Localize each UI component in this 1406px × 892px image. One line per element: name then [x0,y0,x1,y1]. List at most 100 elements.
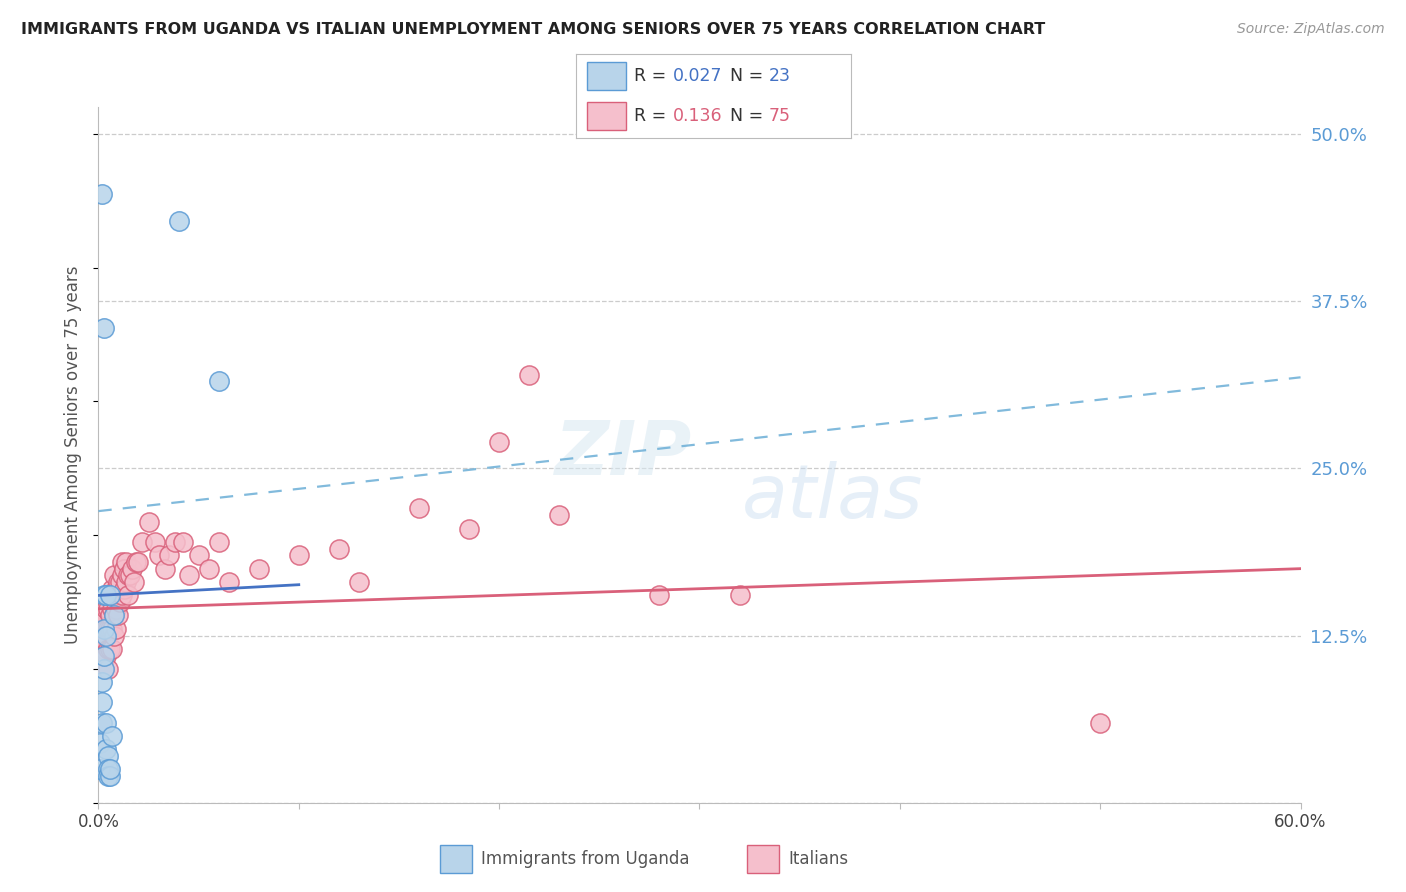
Point [96,628,118,642]
Point [347,575,370,590]
Point [103,589,125,603]
Point [93,589,115,603]
Point [96,622,118,636]
Point [100,622,122,636]
Point [107,608,129,623]
Point [101,622,124,636]
Point [328,541,350,556]
Point [163,535,186,549]
Text: 0.027: 0.027 [672,67,721,85]
Point [97,622,120,636]
Point [208,375,231,389]
Point [96,589,118,603]
Point [100,589,122,603]
Point [97,662,120,676]
Point [103,628,125,642]
Point [89,622,111,636]
Point [93,608,115,623]
Point [97,642,120,657]
Point [97,762,120,776]
Point [93,628,115,642]
Text: 75: 75 [768,107,790,125]
Point [115,575,138,590]
Point [167,214,190,228]
Text: 0.136: 0.136 [672,107,723,125]
Text: N =: N = [730,67,769,85]
Point [93,662,115,676]
Point [125,555,148,569]
Point [93,662,115,676]
Point [218,575,240,590]
Point [103,608,125,623]
Point [107,589,129,603]
Point [117,589,139,603]
Point [177,568,200,582]
Point [97,602,120,616]
Point [488,434,510,449]
Point [121,562,143,576]
Point [107,575,129,590]
Point [117,568,139,582]
Point [100,589,122,603]
Point [96,715,118,730]
Point [114,562,136,576]
Point [153,562,176,576]
Point [91,642,114,657]
Point [143,535,166,549]
Point [138,515,160,529]
Point [208,535,231,549]
Point [458,521,481,535]
Text: Italians: Italians [787,849,848,868]
Point [115,555,138,569]
Point [728,589,751,603]
Point [157,548,180,563]
Point [93,622,115,636]
Bar [747,845,779,872]
Point [91,675,114,690]
Point [124,575,146,590]
Point [91,715,114,730]
Point [89,762,111,776]
Point [247,562,270,576]
Point [101,729,124,743]
Point [96,648,118,663]
Point [111,568,134,582]
Point [148,548,170,563]
Point [110,575,132,590]
Point [197,562,219,576]
Bar [588,62,626,90]
Point [100,762,122,776]
Point [96,742,118,756]
Point [89,735,111,749]
Point [105,602,128,616]
Point [103,608,125,623]
Point [111,589,134,603]
Point [91,696,114,710]
Point [120,568,142,582]
Point [288,548,311,563]
Text: R =: R = [634,107,672,125]
Point [187,548,209,563]
Bar [440,845,472,872]
Text: atlas: atlas [741,460,922,533]
Text: ZIP: ZIP [555,418,693,491]
Point [105,582,128,596]
Point [91,602,114,616]
Point [408,501,430,516]
Point [111,555,134,569]
Text: Source: ZipAtlas.com: Source: ZipAtlas.com [1237,22,1385,37]
Point [172,535,194,549]
Point [101,642,124,657]
Point [101,582,124,596]
Point [100,642,122,657]
Point [114,582,136,596]
Point [93,642,115,657]
Text: R =: R = [634,67,672,85]
Text: Immigrants from Uganda: Immigrants from Uganda [481,849,689,868]
Point [648,589,671,603]
Point [96,602,118,616]
Point [548,508,571,523]
Bar [588,102,626,130]
Point [110,595,132,609]
Point [91,187,114,202]
